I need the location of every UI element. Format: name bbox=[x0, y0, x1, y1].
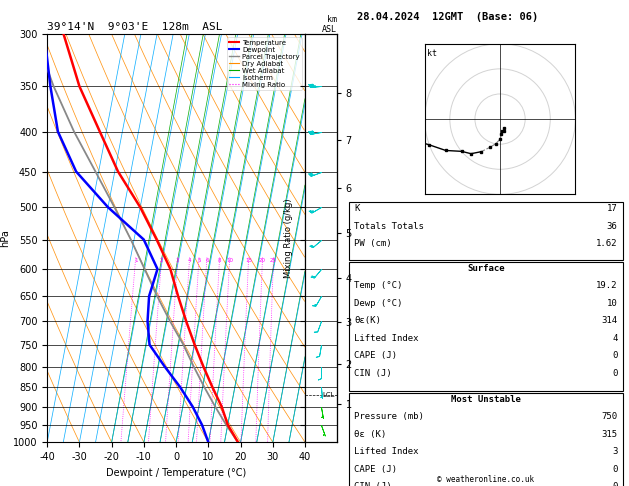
Text: 5: 5 bbox=[198, 258, 201, 262]
Text: Totals Totals: Totals Totals bbox=[354, 222, 424, 231]
Y-axis label: Mixing Ratio (g/kg): Mixing Ratio (g/kg) bbox=[284, 198, 292, 278]
Text: 17: 17 bbox=[607, 204, 618, 213]
Text: CAPE (J): CAPE (J) bbox=[354, 465, 398, 474]
Text: Most Unstable: Most Unstable bbox=[451, 395, 521, 404]
Text: 0: 0 bbox=[612, 465, 618, 474]
Text: Lifted Index: Lifted Index bbox=[354, 447, 419, 456]
Text: θε (K): θε (K) bbox=[354, 430, 386, 439]
Text: 8: 8 bbox=[218, 258, 221, 262]
Text: 750: 750 bbox=[601, 412, 618, 421]
Bar bbox=[348, 262, 623, 391]
Legend: Temperature, Dewpoint, Parcel Trajectory, Dry Adiabat, Wet Adiabat, Isotherm, Mi: Temperature, Dewpoint, Parcel Trajectory… bbox=[226, 37, 301, 90]
Text: 0: 0 bbox=[612, 369, 618, 378]
Text: Surface: Surface bbox=[467, 264, 504, 273]
Text: 10: 10 bbox=[607, 299, 618, 308]
Text: 3: 3 bbox=[612, 447, 618, 456]
Text: 25: 25 bbox=[270, 258, 277, 262]
Text: © weatheronline.co.uk: © weatheronline.co.uk bbox=[437, 474, 535, 484]
Text: 4: 4 bbox=[188, 258, 191, 262]
Text: Temp (°C): Temp (°C) bbox=[354, 281, 403, 291]
Text: CIN (J): CIN (J) bbox=[354, 482, 392, 486]
Text: K: K bbox=[354, 204, 360, 213]
Text: 0: 0 bbox=[612, 482, 618, 486]
Text: CIN (J): CIN (J) bbox=[354, 369, 392, 378]
Text: 36: 36 bbox=[607, 222, 618, 231]
Bar bbox=[348, 393, 623, 486]
Text: 315: 315 bbox=[601, 430, 618, 439]
Text: 1: 1 bbox=[134, 258, 138, 262]
X-axis label: Dewpoint / Temperature (°C): Dewpoint / Temperature (°C) bbox=[106, 468, 246, 478]
Text: Pressure (mb): Pressure (mb) bbox=[354, 412, 424, 421]
Text: PW (cm): PW (cm) bbox=[354, 239, 392, 248]
Text: 10: 10 bbox=[226, 258, 233, 262]
Text: Dewp (°C): Dewp (°C) bbox=[354, 299, 403, 308]
Text: CAPE (J): CAPE (J) bbox=[354, 351, 398, 361]
Text: LCL: LCL bbox=[323, 392, 335, 398]
Text: 39°14'N  9°03'E  128m  ASL: 39°14'N 9°03'E 128m ASL bbox=[47, 22, 223, 32]
Text: 20: 20 bbox=[259, 258, 266, 262]
Text: 28.04.2024  12GMT  (Base: 06): 28.04.2024 12GMT (Base: 06) bbox=[357, 12, 538, 22]
Text: 2: 2 bbox=[160, 258, 164, 262]
Text: θε(K): θε(K) bbox=[354, 316, 381, 326]
Text: 3: 3 bbox=[176, 258, 179, 262]
Text: 15: 15 bbox=[245, 258, 252, 262]
Text: 6: 6 bbox=[205, 258, 209, 262]
Text: 314: 314 bbox=[601, 316, 618, 326]
Y-axis label: hPa: hPa bbox=[0, 229, 10, 247]
Text: 1.62: 1.62 bbox=[596, 239, 618, 248]
Text: km
ASL: km ASL bbox=[321, 15, 337, 34]
Text: 4: 4 bbox=[612, 334, 618, 343]
Text: 0: 0 bbox=[612, 351, 618, 361]
Bar bbox=[348, 202, 623, 260]
Text: Lifted Index: Lifted Index bbox=[354, 334, 419, 343]
Text: kt: kt bbox=[427, 49, 437, 58]
Text: 19.2: 19.2 bbox=[596, 281, 618, 291]
